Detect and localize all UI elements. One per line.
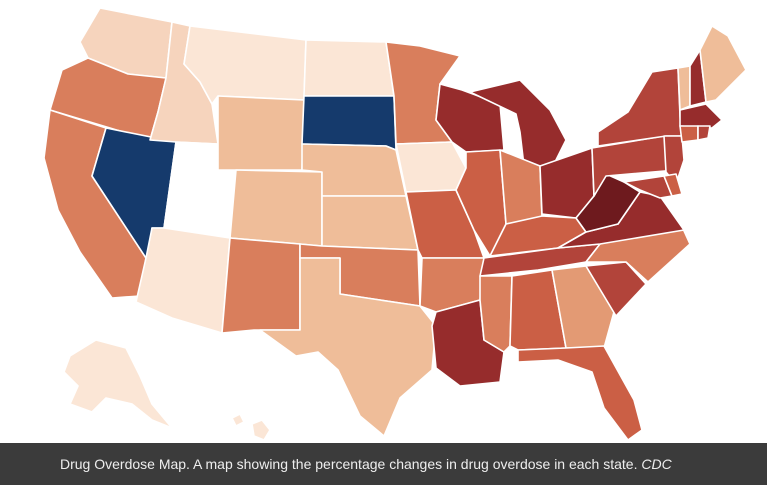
state-alaska[interactable] bbox=[63, 339, 173, 429]
state-new-mexico[interactable] bbox=[221, 237, 301, 334]
state-rhode-island[interactable] bbox=[697, 125, 711, 141]
state-arizona[interactable] bbox=[135, 227, 231, 334]
state-colorado[interactable] bbox=[229, 169, 323, 247]
state-massachusetts[interactable] bbox=[679, 103, 723, 129]
state-south-carolina[interactable] bbox=[585, 261, 647, 317]
state-wyoming[interactable] bbox=[217, 95, 305, 171]
caption-credit: CDC bbox=[641, 456, 672, 472]
state-maine[interactable] bbox=[699, 25, 747, 103]
map-canvas bbox=[43, 7, 747, 441]
caption-bar: Drug Overdose Map. A map showing the per… bbox=[0, 443, 767, 485]
state-kansas[interactable] bbox=[321, 195, 419, 251]
state-iowa[interactable] bbox=[395, 141, 467, 193]
state-hawaii[interactable] bbox=[231, 413, 271, 441]
figure-caption: Drug Overdose Map. A map showing the per… bbox=[60, 456, 672, 472]
state-maryland[interactable] bbox=[623, 175, 673, 199]
state-delaware[interactable] bbox=[663, 173, 683, 197]
state-connecticut[interactable] bbox=[679, 125, 699, 143]
state-florida[interactable] bbox=[517, 345, 643, 441]
state-new-jersey[interactable] bbox=[663, 135, 685, 185]
state-new-york[interactable] bbox=[597, 67, 683, 147]
state-georgia[interactable] bbox=[551, 265, 615, 349]
state-mississippi[interactable] bbox=[479, 275, 513, 353]
state-vermont[interactable] bbox=[677, 65, 691, 111]
caption-text: Drug Overdose Map. A map showing the per… bbox=[60, 456, 638, 472]
state-north-dakota[interactable] bbox=[303, 39, 395, 97]
state-texas[interactable] bbox=[259, 257, 437, 437]
us-choropleth-map bbox=[43, 7, 747, 441]
state-south-dakota[interactable] bbox=[301, 95, 397, 151]
